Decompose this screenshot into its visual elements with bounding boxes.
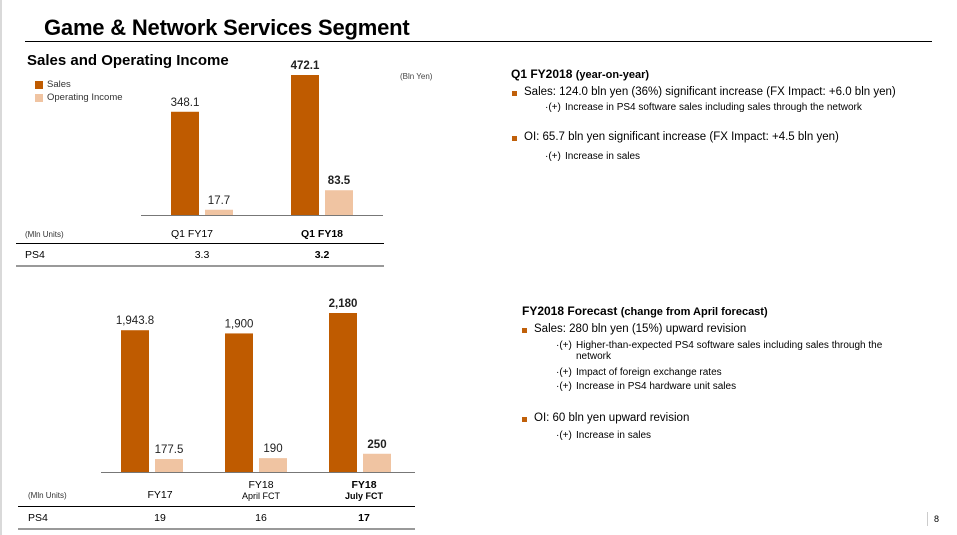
plus-marker: ·(+) — [556, 381, 572, 392]
top-label-sales-1: 472.1 — [291, 60, 320, 72]
fy-sub-bullet-oi-0-text: Increase in sales — [576, 430, 652, 441]
top-units-label: (Mln Units) — [25, 230, 64, 239]
legend: Sales Operating Income — [35, 78, 123, 104]
fy-sub-bullet-sales-2: ·(+) Increase in PS4 hardware unit sales — [556, 381, 736, 392]
fy-sub-bullet-sales-0: ·(+) Higher-than-expected PS4 software s… — [556, 340, 916, 362]
bottom-category-label-1: FY18 April FCT — [211, 479, 311, 501]
plus-marker: ·(+) — [545, 102, 561, 113]
q1-bullet-oi: OI: 65.7 bln yen significant increase (F… — [512, 131, 839, 143]
bottom-label-operating-income-2: 250 — [367, 439, 386, 451]
bottom-ps4-value-1: 16 — [255, 512, 267, 524]
q1-section-heading: Q1 FY2018 (year-on-year) — [511, 67, 649, 81]
top-bar-operating-income-0 — [205, 209, 233, 215]
square-bullet-icon — [522, 328, 527, 333]
fy-heading-paren: (change from April forecast) — [620, 306, 768, 318]
legend-label-operating-income: Operating Income — [47, 92, 123, 103]
bottom-category-label-2: FY18 July FCT — [314, 479, 414, 501]
bottom-category-label-1-sub: April FCT — [242, 491, 280, 501]
q1-sub-bullet-sales-0: ·(+) Increase in PS4 software sales incl… — [545, 102, 862, 113]
square-bullet-icon — [512, 136, 517, 141]
legend-item-sales: Sales — [35, 78, 123, 91]
legend-label-sales: Sales — [47, 79, 71, 90]
page-number-separator — [927, 512, 928, 526]
fy-sub-bullet-sales-0-text: Higher-than-expected PS4 software sales … — [576, 340, 883, 362]
bottom-ps4-value-0: 19 — [154, 512, 166, 524]
operating-income-swatch — [35, 93, 43, 102]
fy-bullet-sales-text: Sales: 280 bln yen (15%) upward revision — [534, 323, 747, 335]
top-label-operating-income-0: 17.7 — [208, 195, 230, 207]
top-ps4-value-0: 3.3 — [194, 249, 210, 261]
page-title: Game & Network Services Segment — [44, 15, 410, 40]
fy-sub-bullet-sales-1-text: Impact of foreign exchange rates — [576, 367, 722, 378]
q1-sub-bullet-oi-0: ·(+) Increase in sales — [545, 151, 640, 162]
top-ps4-label: PS4 — [25, 249, 45, 261]
top-category-label-0: Q1 FY17 — [170, 228, 214, 240]
bottom-label-sales-2: 2,180 — [329, 298, 358, 310]
bottom-label-sales-1: 1,900 — [225, 318, 254, 330]
fy-heading-main: FY2018 Forecast — [522, 304, 618, 318]
top-bar-sales-0 — [171, 111, 199, 215]
q1-bullet-oi-text: OI: 65.7 bln yen significant increase (F… — [524, 131, 839, 143]
bottom-ps4-label: PS4 — [28, 512, 48, 524]
q1-heading-paren: (year-on-year) — [575, 69, 650, 81]
square-bullet-icon — [512, 91, 517, 96]
bottom-category-label-1-main: FY18 — [248, 479, 274, 491]
q1-bullet-sales: Sales: 124.0 bln yen (36%) significant i… — [512, 86, 896, 98]
square-bullet-icon — [522, 417, 527, 422]
title-underline — [25, 41, 932, 42]
sales-swatch — [35, 80, 43, 89]
bottom-bar-sales-2 — [329, 313, 357, 472]
fy-section-heading: FY2018 Forecast (change from April forec… — [522, 304, 768, 318]
q1-bullet-sales-text: Sales: 124.0 bln yen (36%) significant i… — [524, 86, 896, 98]
bottom-label-sales-0: 1,943.8 — [116, 315, 154, 327]
fy-bullet-oi: OI: 60 bln yen upward revision — [522, 412, 689, 424]
fy-bullet-sales: Sales: 280 bln yen (15%) upward revision — [522, 323, 746, 335]
bottom-label-operating-income-0: 177.5 — [155, 444, 184, 456]
bottom-bar-operating-income-2 — [363, 453, 391, 472]
top-chart-title: Sales and Operating Income — [27, 52, 229, 69]
bottom-category-label-2-main: FY18 — [351, 479, 377, 491]
top-bar-sales-1 — [291, 75, 319, 215]
top-label-operating-income-1: 83.5 — [328, 175, 351, 187]
top-ps4-value-1: 3.2 — [314, 249, 330, 261]
top-table-rule — [16, 243, 384, 244]
bottom-units-label: (Mln Units) — [28, 491, 67, 500]
top-category-label-1: Q1 FY18 — [300, 228, 344, 240]
plus-marker: ·(+) — [545, 151, 561, 162]
page-number: 8 — [934, 514, 940, 524]
q1-heading-main: Q1 FY2018 — [511, 67, 573, 81]
fy-sub-bullet-sales-1: ·(+) Impact of foreign exchange rates — [556, 367, 722, 378]
page-left-border — [0, 0, 2, 535]
plus-marker: ·(+) — [556, 430, 572, 441]
top-label-sales-0: 348.1 — [171, 97, 200, 109]
bottom-label-operating-income-1: 190 — [263, 443, 282, 455]
legend-item-operating-income: Operating Income — [35, 91, 123, 104]
bottom-bar-sales-0 — [121, 330, 149, 472]
bottom-category-label-2-sub: July FCT — [344, 491, 383, 501]
bottom-bar-operating-income-1 — [259, 458, 287, 472]
bottom-category-label-0: FY17 — [147, 489, 173, 501]
fy-bullet-oi-text: OI: 60 bln yen upward revision — [534, 412, 690, 424]
bottom-table-bottom-rule — [18, 528, 415, 530]
top-table-bottom-rule — [16, 265, 384, 267]
bottom-bar-operating-income-0 — [155, 459, 183, 472]
bottom-ps4-value-2: 17 — [358, 512, 370, 524]
q1-sub-bullet-sales-0-text: Increase in PS4 software sales including… — [565, 102, 862, 113]
unit-label: (Bln Yen) — [400, 72, 433, 81]
bottom-bar-sales-1 — [225, 333, 253, 472]
top-bar-operating-income-1 — [325, 190, 353, 215]
bottom-table-rule — [18, 506, 415, 507]
plus-marker: ·(+) — [556, 340, 572, 351]
fy-sub-bullet-sales-2-text: Increase in PS4 hardware unit sales — [576, 381, 737, 392]
q1-sub-bullet-oi-0-text: Increase in sales — [565, 151, 641, 162]
fy-sub-bullet-oi-0: ·(+) Increase in sales — [556, 430, 651, 441]
plus-marker: ·(+) — [556, 367, 572, 378]
